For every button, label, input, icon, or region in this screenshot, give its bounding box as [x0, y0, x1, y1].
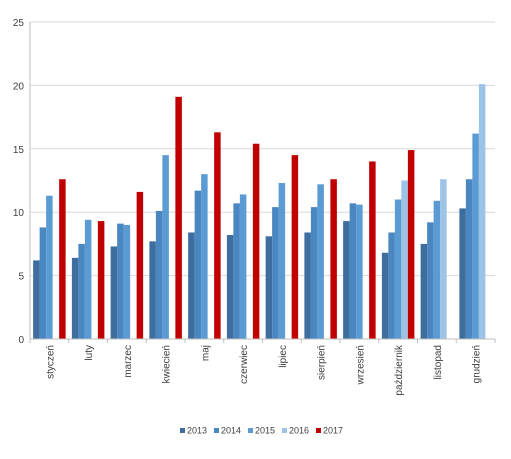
legend-swatch-2014 — [214, 428, 219, 433]
bar-2015-7 — [317, 184, 324, 339]
bar-2015-0 — [46, 195, 53, 339]
x-tick-label: luty — [84, 345, 95, 361]
bar-2016-10 — [440, 179, 447, 339]
x-tick-label: sierpień — [317, 345, 328, 380]
y-tick-label: 10 — [13, 208, 25, 219]
y-tick-label: 15 — [13, 145, 25, 156]
bar-2015-9 — [394, 199, 402, 339]
bar-2013-1 — [71, 257, 79, 339]
y-tick-label: 5 — [18, 272, 24, 283]
bar-2014-7 — [310, 207, 318, 339]
bar-2014-9 — [388, 232, 395, 339]
bar-2015-11 — [472, 133, 479, 339]
bar-2017-2 — [136, 191, 144, 339]
bar-2015-2 — [123, 224, 131, 339]
y-tick-label: 20 — [13, 81, 25, 92]
bar-2017-6 — [291, 155, 299, 339]
x-tick-label: październik — [394, 344, 405, 396]
bar-2017-8 — [369, 161, 376, 339]
x-tick-labels: styczeń luty marzec kwiecień maj czerwiec lipi… — [45, 344, 482, 396]
x-tick-label: lipiec — [278, 345, 289, 368]
bar-2017-9 — [407, 150, 415, 339]
bar-2014-10 — [427, 222, 434, 339]
legend-label-2016: 2016 — [289, 426, 309, 436]
y-tick-labels: 0 5 10 15 20 25 — [13, 18, 25, 346]
bar-2014-1 — [78, 243, 85, 339]
x-tick-label: czerwiec — [239, 345, 250, 384]
bar-2015-5 — [239, 194, 247, 339]
bar-2013-9 — [381, 252, 389, 339]
x-tick-label: maj — [200, 345, 211, 361]
bar-2017-7 — [330, 179, 337, 339]
bar-2017-1 — [97, 221, 105, 339]
bar-2013-10 — [420, 243, 428, 339]
bar-2014-2 — [117, 223, 124, 339]
bar-2013-0 — [33, 260, 40, 339]
bar-2013-5 — [226, 235, 234, 339]
bar-2013-11 — [459, 208, 466, 339]
bar-2015-8 — [356, 204, 363, 339]
legend-swatch-2015 — [248, 428, 253, 433]
x-tick-label: kwiecień — [162, 345, 173, 383]
legend-label-2015: 2015 — [255, 426, 275, 436]
bar-2016-9 — [401, 180, 408, 339]
y-tick-label: 25 — [13, 18, 25, 29]
bar-2013-6 — [265, 236, 273, 339]
bar-2013-7 — [304, 232, 311, 339]
bar-2013-3 — [149, 241, 156, 339]
bar-2014-8 — [349, 203, 357, 339]
bar-2014-4 — [194, 190, 202, 339]
legend-swatch-2013 — [180, 428, 185, 433]
legend-swatch-2016 — [282, 428, 287, 433]
bar-2017-0 — [59, 179, 66, 339]
bar-2014-0 — [39, 227, 47, 339]
legend-label-2014: 2014 — [221, 426, 241, 436]
legend-label-2017: 2017 — [323, 426, 343, 436]
bar-2017-5 — [252, 143, 260, 339]
legend: 2013 2014 2015 2016 2017 — [180, 426, 343, 436]
bar-2014-3 — [155, 210, 163, 339]
gridlines — [30, 21, 495, 277]
bar-2013-4 — [188, 232, 195, 339]
bar-2015-10 — [433, 200, 441, 339]
legend-label-2013: 2013 — [187, 426, 207, 436]
bar-2014-6 — [272, 207, 279, 339]
bar-2013-8 — [343, 221, 350, 339]
x-tick-label: grudzień — [472, 345, 483, 383]
bar-2016-11 — [478, 84, 486, 339]
x-tick-label: listopad — [433, 345, 444, 379]
bar-2015-3 — [162, 155, 169, 339]
bar-2015-1 — [84, 219, 92, 339]
x-tick-label: styczeń — [45, 345, 56, 379]
bar-2015-4 — [201, 174, 208, 339]
x-tick-label: wrzesień — [355, 345, 366, 385]
bar-2014-11 — [465, 179, 473, 339]
axes — [29, 22, 496, 343]
bars — [33, 84, 486, 339]
y-tick-label: 0 — [18, 335, 24, 346]
bar-2017-4 — [214, 132, 221, 339]
bar-2015-6 — [278, 183, 286, 339]
bar-2014-5 — [233, 203, 240, 339]
x-tick-label: marzec — [123, 345, 134, 378]
legend-swatch-2017 — [316, 428, 321, 433]
bar-2017-3 — [175, 96, 182, 339]
bar-2013-2 — [110, 246, 118, 339]
